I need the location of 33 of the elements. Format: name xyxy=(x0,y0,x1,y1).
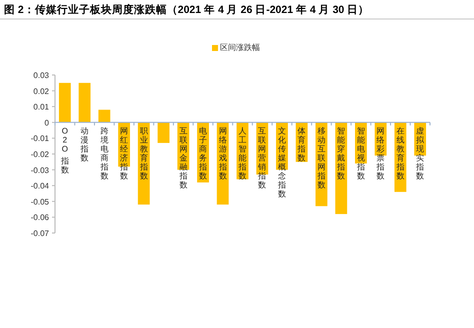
x-tick-label: 职业教育指数 xyxy=(138,126,148,180)
x-tick-label: 人工智能指数 xyxy=(238,126,246,180)
x-tick-label: 互联网金融指数 xyxy=(178,126,188,190)
y-tick-label: -0.06 xyxy=(30,213,50,222)
x-tick-label: 跨境电商指数 xyxy=(99,126,108,180)
bar xyxy=(78,82,91,122)
y-tick-label: 0 xyxy=(44,118,50,128)
x-tick-label: 移动互联网指数 xyxy=(316,126,326,190)
y-tick-label: -0.02 xyxy=(30,150,50,159)
y-tick-label: 0.02 xyxy=(33,86,50,96)
y-tick-label: -0.03 xyxy=(30,166,50,175)
bar xyxy=(98,110,110,122)
x-tick-label: 虚拟现实指数 xyxy=(415,126,426,180)
x-tick-label: O2O 指数 xyxy=(60,126,69,174)
x-tick-label: 在线教育指数 xyxy=(395,126,404,180)
legend-label: 区间涨跌幅 xyxy=(220,42,260,53)
x-tick-label: 智能电视指数 xyxy=(356,126,365,180)
y-tick-label: -0.05 xyxy=(30,197,50,206)
bar xyxy=(158,122,170,143)
y-tick-label: 0.03 xyxy=(33,71,50,80)
x-tick-label: 体育指数 xyxy=(296,126,306,162)
x-tick-label: 文化传媒概念指数 xyxy=(276,126,286,198)
x-tick-label: 网络彩票指数 xyxy=(376,126,385,180)
x-tick-label: 网络游戏指数 xyxy=(218,126,227,180)
y-tick-label: -0.01 xyxy=(30,134,50,144)
y-tick-label: 0.01 xyxy=(33,102,50,112)
x-tick-label: 电子商务指数 xyxy=(198,126,208,180)
x-tick-label: 智能穿戴指数 xyxy=(336,126,346,180)
x-tick-label: 动漫指数 xyxy=(80,126,89,162)
chart-title: 图 2：传媒行业子板块周度涨跌幅（2021 年 4 月 26 日-2021 年 4 月 30 日） xyxy=(4,3,370,16)
y-tick-label: -0.04 xyxy=(30,182,50,191)
y-tick-label: -0.07 xyxy=(30,229,50,238)
bar xyxy=(58,82,71,122)
